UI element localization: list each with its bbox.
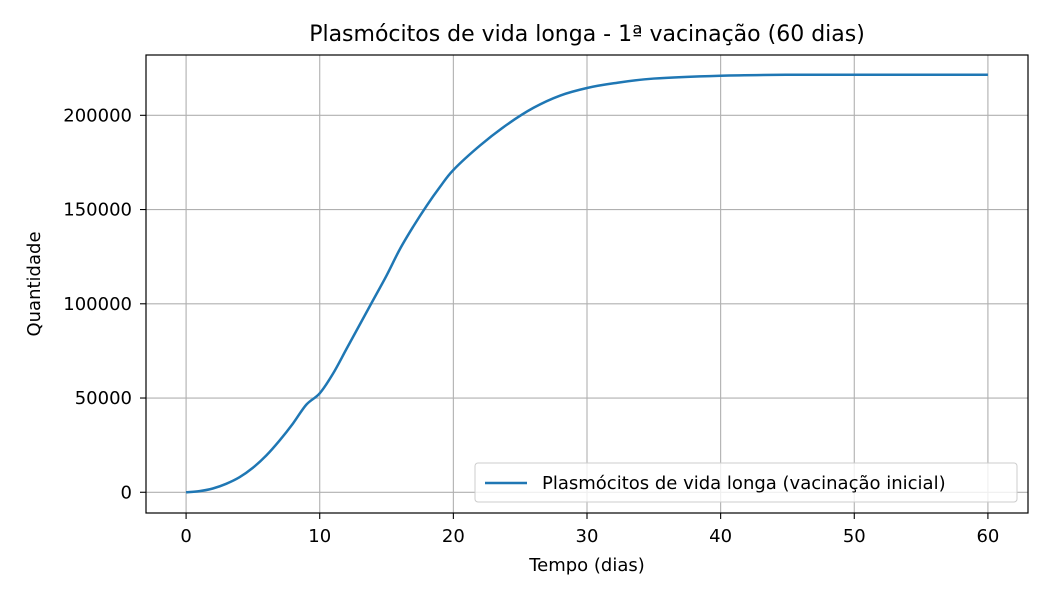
y-tick-label: 0 — [121, 482, 132, 503]
x-axis-label: Tempo (dias) — [528, 555, 645, 576]
x-tick-label: 10 — [308, 526, 331, 547]
y-tick-label: 200000 — [63, 105, 132, 126]
y-tick-label: 50000 — [75, 388, 132, 409]
x-tick-label: 30 — [576, 526, 599, 547]
legend: Plasmócitos de vida longa (vacinação ini… — [474, 462, 1018, 503]
x-tick-label: 0 — [180, 526, 191, 547]
plot-area — [185, 73, 988, 494]
y-tick-label: 100000 — [63, 294, 132, 315]
grid — [146, 55, 1028, 513]
ticks: 0 10 20 30 40 50 60 0 50000 100000 150000 200000 — [63, 105, 999, 547]
chart-title: Plasmócitos de vida longa - 1ª vacinação… — [309, 22, 865, 47]
x-tick-label: 50 — [843, 526, 866, 547]
x-tick-label: 60 — [976, 526, 999, 547]
x-tick-label: 20 — [442, 526, 465, 547]
y-axis-label: Quantidade — [24, 231, 45, 336]
x-tick-label: 40 — [709, 526, 732, 547]
legend-box — [474, 462, 1018, 503]
legend-label: Plasmócitos de vida longa (vacinação ini… — [542, 473, 946, 494]
series-line — [185, 73, 988, 494]
y-tick-label: 150000 — [63, 200, 132, 221]
